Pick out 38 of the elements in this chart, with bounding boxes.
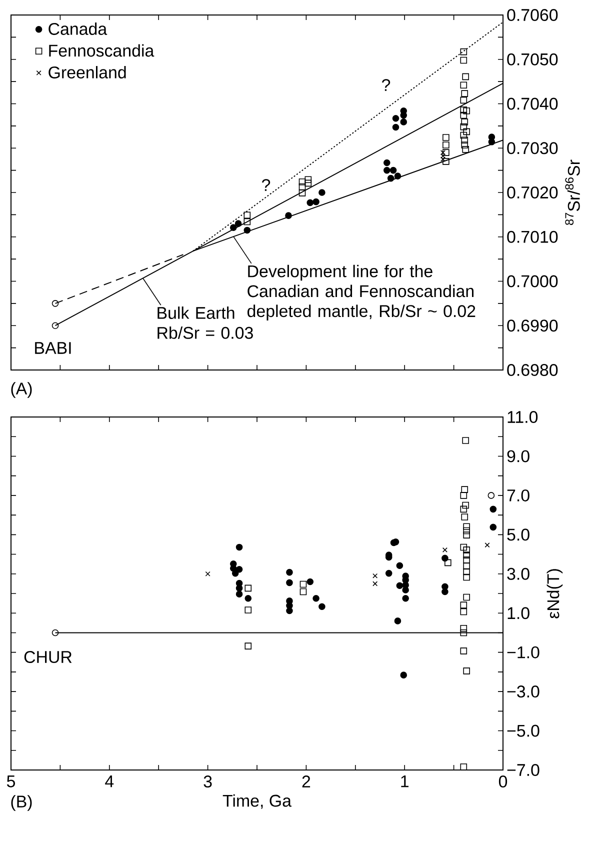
y-tick-label: −5.0 <box>507 724 540 737</box>
x-tick-label: 4 <box>105 776 114 788</box>
y-tick-label: 5.0 <box>507 528 530 541</box>
y-tick-label: 0.7000 <box>507 275 558 288</box>
text: (B) <box>11 795 32 811</box>
y-tick-label: −3.0 <box>507 686 540 698</box>
y-tick-label: 9.0 <box>507 450 530 462</box>
x-tick-label: 5 <box>6 776 15 788</box>
text: (A) <box>11 382 32 398</box>
x-tick-label: 0 <box>498 776 508 788</box>
y-tick-label: 11.0 <box>508 411 538 423</box>
x-tick-label: 3 <box>204 776 212 788</box>
annotation: ? <box>262 179 270 191</box>
y-tick-label: 0.7060 <box>507 9 558 22</box>
y-tick-label: 1.0 <box>508 607 530 620</box>
x-tick-label: 1 <box>401 776 408 788</box>
legend-label: Greenland <box>48 66 126 78</box>
legend-label: Canada <box>48 22 108 35</box>
y-tick-label: 0.7040 <box>507 98 558 110</box>
x-tick-label: 2 <box>302 776 310 788</box>
y-tick-label: 0.7050 <box>507 53 558 66</box>
y-tick-label: 3.0 <box>507 568 530 580</box>
annotation: CHUR <box>24 651 72 663</box>
annotation: Development line for the Canadian and Fennoscandian depleted mantle, Rb/Sr ~ 0.02 <box>248 264 476 320</box>
y-tick-label: 0.7010 <box>507 230 558 243</box>
annotation: ? <box>382 79 390 91</box>
y-axis-title: $^{87}$Sr/$^{86}$Sr <box>565 160 580 225</box>
y-tick-label: 0.7020 <box>507 186 558 198</box>
y-tick-label: 0.6990 <box>507 320 558 332</box>
y-axis-title: εNd(T) <box>546 569 563 618</box>
y-tick-label: 7.0 <box>507 489 530 502</box>
y-tick-label: −7.0 <box>507 764 540 776</box>
y-tick-label: −1.0 <box>507 646 540 658</box>
y-tick-label: 0.6980 <box>507 364 558 376</box>
y-tick-label: 0.7030 <box>507 142 558 154</box>
x-axis-title: Time, Ga <box>222 794 292 809</box>
annotation: BABI <box>35 342 71 354</box>
legend-label: Fennoscandia <box>49 44 154 57</box>
